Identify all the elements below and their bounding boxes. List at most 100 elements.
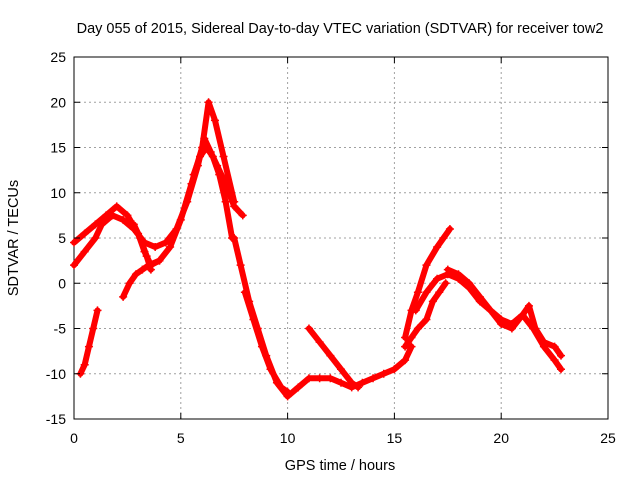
data-point (401, 342, 410, 351)
data-point (413, 324, 422, 333)
y-tick-label: 5 (58, 230, 66, 246)
data-point (136, 234, 145, 242)
data-point (257, 342, 266, 351)
data-point (70, 261, 78, 270)
data-point (112, 202, 121, 211)
x-tick-label: 20 (493, 430, 509, 446)
data-point (189, 170, 198, 179)
data-point (294, 383, 303, 392)
data-point (315, 374, 324, 383)
data-point (304, 374, 313, 383)
x-axis-title: GPS time / hours (285, 458, 395, 474)
data-point (507, 324, 516, 333)
data-point (93, 306, 102, 315)
data-point (411, 306, 420, 315)
data-point (161, 238, 170, 247)
y-tick-label: 20 (50, 94, 66, 110)
data-point (347, 378, 356, 387)
data-point (413, 288, 422, 297)
data-point (129, 220, 138, 229)
data-point (531, 324, 540, 333)
data-point (407, 333, 416, 342)
data-point (326, 351, 335, 360)
data-point (337, 365, 345, 374)
series-track-9 (304, 324, 363, 392)
x-tick-label: 15 (387, 430, 403, 446)
data-point (221, 197, 230, 206)
data-point (146, 265, 155, 274)
data-point (204, 98, 213, 107)
data-point (422, 288, 431, 297)
data-point (486, 306, 495, 315)
data-point (422, 261, 431, 270)
data-point (524, 301, 533, 310)
data-point (155, 256, 164, 265)
data-point (196, 152, 205, 161)
series-track-6 (189, 143, 237, 242)
data-point (390, 365, 399, 374)
data-point (557, 365, 566, 374)
data-point (91, 234, 100, 242)
data-point (550, 342, 559, 351)
x-tick-label: 10 (280, 430, 296, 446)
data-point (91, 220, 100, 229)
data-point (131, 270, 140, 279)
series-line (305, 325, 362, 391)
series-line (241, 289, 291, 395)
data-point (187, 179, 196, 188)
ticks: 0 5 10 15 20 25 -15 -10 -5 0 5 10 15 20 25 (46, 49, 616, 446)
data-point (230, 234, 239, 242)
series-track-3 (76, 306, 102, 378)
data-point (277, 383, 286, 392)
data-point (238, 211, 247, 220)
x-tick-label: 25 (600, 430, 616, 446)
data-point (428, 297, 437, 306)
data-point (138, 265, 147, 274)
data-point (70, 238, 78, 247)
series-track-5 (129, 220, 155, 274)
data-point (369, 374, 378, 383)
grid (74, 57, 608, 419)
series-line (130, 221, 154, 273)
data-point (379, 369, 388, 378)
data-point (445, 224, 454, 233)
data-point (176, 215, 185, 224)
data-point (433, 274, 442, 283)
data-point (326, 374, 335, 383)
data-point (304, 324, 313, 333)
data-point (119, 215, 128, 224)
data-point (89, 324, 98, 333)
chart-title: Day 055 of 2015, Sidereal Day-to-day VTE… (77, 21, 604, 37)
data-point (435, 288, 444, 297)
y-tick-label: -5 (54, 321, 67, 337)
data-point (337, 378, 345, 387)
data-point (208, 152, 217, 161)
data-series-layer (70, 98, 566, 401)
y-tick-label: 15 (50, 140, 66, 156)
data-point (84, 342, 93, 351)
data-point (151, 243, 160, 252)
series-track-13 (443, 265, 566, 360)
data-point (550, 356, 559, 365)
y-tick-label: -10 (46, 366, 66, 382)
data-point (166, 243, 175, 252)
x-tick-label: 5 (177, 430, 185, 446)
data-point (358, 378, 367, 387)
data-point (80, 229, 89, 238)
data-point (102, 211, 111, 220)
data-point (422, 315, 431, 324)
data-point (236, 261, 245, 270)
series-track-10 (401, 224, 454, 342)
data-point (119, 292, 128, 301)
y-tick-label: -15 (46, 411, 66, 427)
data-point (230, 197, 239, 206)
data-point (202, 143, 211, 152)
data-point (80, 247, 89, 256)
data-point (557, 351, 566, 360)
data-point (125, 279, 134, 288)
series-track-11 (401, 279, 450, 351)
data-point (475, 292, 484, 301)
x-tick-label: 0 (70, 430, 78, 446)
data-point (441, 279, 450, 288)
